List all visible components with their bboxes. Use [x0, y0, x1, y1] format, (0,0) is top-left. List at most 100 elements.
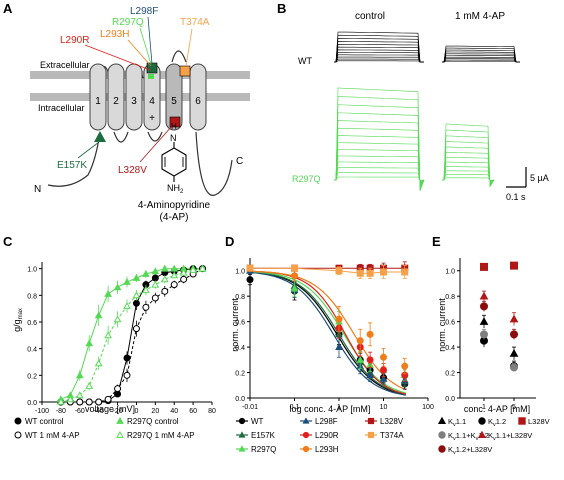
current-trace — [442, 45, 520, 63]
data-point — [179, 268, 188, 276]
data-point — [123, 354, 131, 362]
data-point — [335, 267, 343, 275]
x-tick-label: 1 — [337, 404, 341, 411]
legend-label: L290R — [315, 431, 339, 440]
current-trace — [334, 46, 424, 63]
dose-response-fit — [249, 270, 407, 391]
data-point — [160, 264, 169, 272]
current-trace — [442, 151, 495, 184]
data-point — [113, 315, 122, 323]
current-trace — [334, 104, 425, 190]
data-point — [123, 301, 131, 309]
current-trace — [442, 161, 495, 183]
helix-s2: 2 — [107, 63, 125, 131]
column-label-drug: 1 mM 4-AP — [455, 11, 505, 22]
data-point — [151, 267, 160, 275]
data-point — [75, 371, 84, 379]
legend-label: R297Q — [251, 445, 276, 454]
data-point — [132, 325, 140, 333]
data-point — [510, 363, 518, 372]
current-trace — [334, 49, 424, 63]
current-trace — [442, 177, 495, 181]
drug-abbrev-label: (4-AP) — [160, 212, 189, 223]
y-tick-label: 0.2 — [445, 371, 455, 378]
data-point — [132, 291, 141, 299]
helix-s3-number: 3 — [131, 96, 137, 107]
x-tick-label: -100 — [35, 408, 49, 415]
legend-marker — [238, 417, 246, 425]
data-point — [509, 314, 519, 323]
legend-label: L328V — [528, 417, 550, 426]
legend-marker — [238, 431, 246, 438]
data-point — [180, 275, 188, 283]
data-point — [123, 277, 131, 285]
chart-e-data-points — [479, 261, 519, 372]
current-trace — [442, 49, 520, 63]
legend-label: L293H — [315, 445, 339, 454]
current-trace — [442, 146, 495, 185]
data-point — [142, 285, 150, 293]
x-tick-label: -80 — [56, 408, 66, 415]
helix-s6-number: 6 — [195, 96, 201, 107]
fit-curve — [60, 268, 203, 403]
current-trace — [442, 129, 495, 187]
x-tick-label: 100 — [422, 404, 434, 411]
current-trace — [334, 112, 425, 189]
channel-topology-diagram: Extracellular Intracellular N C 1 2 3 4 … — [30, 6, 250, 223]
data-point — [75, 391, 84, 399]
data-point — [509, 348, 519, 357]
pointer-e157k — [77, 141, 100, 159]
e157k-site-marker — [94, 131, 106, 142]
legend-marker — [367, 417, 375, 425]
panel-label-c: C — [3, 234, 13, 249]
data-point — [151, 274, 159, 282]
y-tick-label: 0.4 — [445, 345, 455, 352]
data-point — [480, 262, 488, 271]
current-trace — [334, 135, 425, 187]
current-trace — [334, 54, 424, 63]
data-point — [290, 284, 299, 292]
current-trace — [334, 34, 424, 63]
chart-c-ylabel: g/gmax — [12, 308, 24, 332]
dose-response-fit — [249, 271, 406, 395]
current-trace — [334, 31, 424, 63]
current-trace — [442, 53, 520, 63]
current-trace — [442, 58, 520, 63]
current-traces-panel: control 1 mM 4-AP WT R297Q 5 µA 0.1 s — [292, 11, 549, 202]
chart-d-axes: -0.01 0.1 1 10 100 0.0 0.2 0.4 0.6 0.8 1.0 — [235, 258, 434, 411]
scale-time-label: 0.1 s — [506, 192, 526, 202]
data-point — [479, 291, 489, 300]
current-trace — [442, 56, 520, 63]
helix-s1: 1 — [89, 63, 107, 131]
drug-name-label: 4-Aminopyridine — [138, 200, 211, 211]
legend-marker — [14, 431, 22, 439]
chart-e-legend: Kv1.1Kv1.2L328VKv1.1+Kv1.2Kv1.1+L328VKv1… — [437, 416, 550, 456]
current-trace — [442, 47, 520, 63]
loop-s4-s5 — [147, 131, 163, 142]
chart-d-xlabel: log conc. 4-AP [mM] — [290, 404, 371, 414]
data-point — [366, 330, 374, 338]
data-point — [366, 356, 374, 364]
extracellular-label: Extracellular — [40, 60, 90, 70]
y-tick-label: 0.6 — [445, 320, 455, 327]
data-point — [356, 337, 364, 345]
data-point — [123, 371, 131, 379]
legend-marker — [302, 431, 310, 439]
x-tick-label: -40 — [94, 408, 104, 415]
pointer-l293h — [127, 39, 152, 67]
legend-label: Kv1.1+L328V — [488, 431, 532, 442]
helix-s3: 3 — [125, 63, 143, 131]
y-tick-label: 0.8 — [27, 293, 37, 300]
current-trace — [334, 127, 425, 188]
data-point — [132, 273, 141, 281]
data-point — [142, 303, 150, 311]
helix-s4-charge: + — [149, 113, 155, 124]
traces-wt-control — [334, 31, 424, 63]
current-trace — [442, 59, 520, 63]
data-point — [161, 287, 169, 295]
y-tick-label: 0.6 — [235, 320, 245, 327]
panel-label-e: E — [432, 234, 441, 249]
data-point — [104, 331, 112, 339]
legend-marker — [302, 417, 310, 424]
legend-label: WT 1 mM 4-AP — [25, 431, 80, 440]
